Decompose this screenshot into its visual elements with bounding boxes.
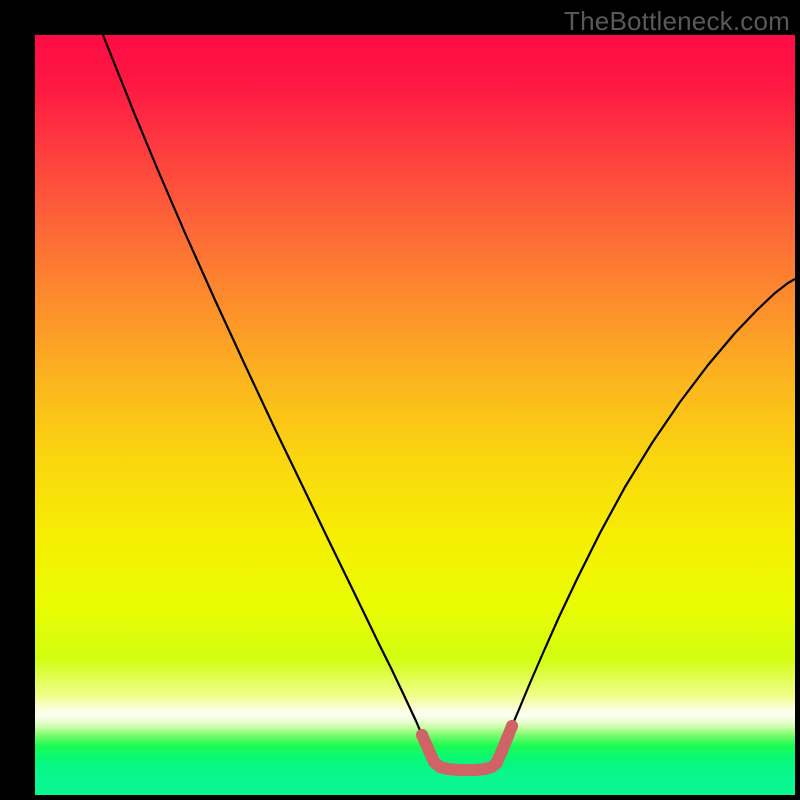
plot-svg [35, 35, 795, 795]
chart-container: TheBottleneck.com [0, 0, 800, 800]
plot-area [35, 35, 795, 795]
watermark-text: TheBottleneck.com [564, 6, 790, 37]
